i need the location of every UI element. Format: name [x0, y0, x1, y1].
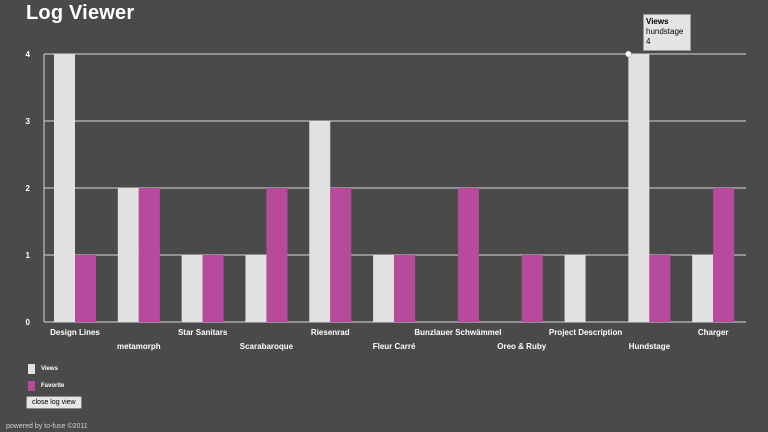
x-tick-label: Hundstage — [629, 342, 671, 351]
y-tick-label-2: 2 — [26, 184, 31, 193]
footer-credit: powered by to-fuse ©2011 — [6, 423, 88, 430]
legend-item-favorite[interactable]: Favorite — [28, 379, 64, 393]
bar-views-10 — [692, 255, 714, 322]
x-tick-label: Project Description — [549, 328, 622, 337]
legend-swatch-views — [28, 364, 35, 374]
x-tick-label: Bunzlauer Schwämmel — [414, 328, 501, 337]
legend-label-views: Views — [41, 366, 58, 372]
bar-favorite-3 — [266, 188, 288, 322]
bar-favorite-0 — [75, 255, 96, 322]
bar-views-2 — [181, 255, 203, 322]
bar-views-3 — [245, 255, 267, 322]
bar-favorite-4 — [330, 188, 352, 322]
tooltip-value: 4 — [646, 37, 651, 46]
x-tick-label: metamorph — [117, 342, 161, 351]
legend-label-favorite: Favorite — [41, 383, 65, 389]
x-tick-label: Charger — [698, 328, 729, 337]
bar-views-9 — [628, 54, 650, 322]
bar-favorite-5 — [394, 255, 416, 322]
page-title: Log Viewer — [26, 2, 135, 24]
x-tick-label: Star Sanitars — [178, 328, 228, 337]
y-tick-label-1: 1 — [26, 251, 31, 260]
bar-views-4 — [309, 121, 331, 322]
x-tick-label: Riesenrad — [311, 328, 350, 337]
chart-legend: Views Favorite — [28, 362, 64, 396]
legend-item-views[interactable]: Views — [28, 362, 64, 376]
bar-views-5 — [373, 255, 395, 322]
x-tick-label: Scarabaroque — [240, 342, 294, 351]
bar-views-8 — [564, 255, 586, 322]
x-tick-label: Design Lines — [50, 328, 100, 337]
bar-favorite-6 — [457, 188, 479, 322]
x-tick-label: Oreo & Ruby — [497, 342, 546, 351]
bar-chart: 0 1 2 3 4 Design Lines metamorph Star Sanitars S… — [26, 50, 746, 351]
chart-tooltip: Views hundstage 4 — [643, 14, 691, 51]
x-tick-label: Fleur Carré — [373, 342, 416, 351]
bar-favorite-1 — [138, 188, 160, 322]
bar-favorite-10 — [713, 188, 735, 322]
tooltip-category: hundstage — [646, 27, 684, 36]
close-log-view-button[interactable]: close log view — [26, 396, 82, 409]
tooltip-series-name: Views — [646, 17, 669, 26]
y-tick-label-3: 3 — [26, 117, 31, 126]
bar-views-1 — [117, 188, 139, 322]
y-tick-label-4: 4 — [26, 50, 31, 59]
bar-favorite-7 — [521, 255, 543, 322]
bar-favorite-2 — [202, 255, 224, 322]
legend-swatch-favorite — [28, 381, 35, 391]
y-tick-label-0: 0 — [26, 318, 31, 327]
bar-favorite-9 — [649, 255, 671, 322]
bar-views-0 — [54, 54, 75, 322]
hover-point-marker — [625, 50, 632, 58]
